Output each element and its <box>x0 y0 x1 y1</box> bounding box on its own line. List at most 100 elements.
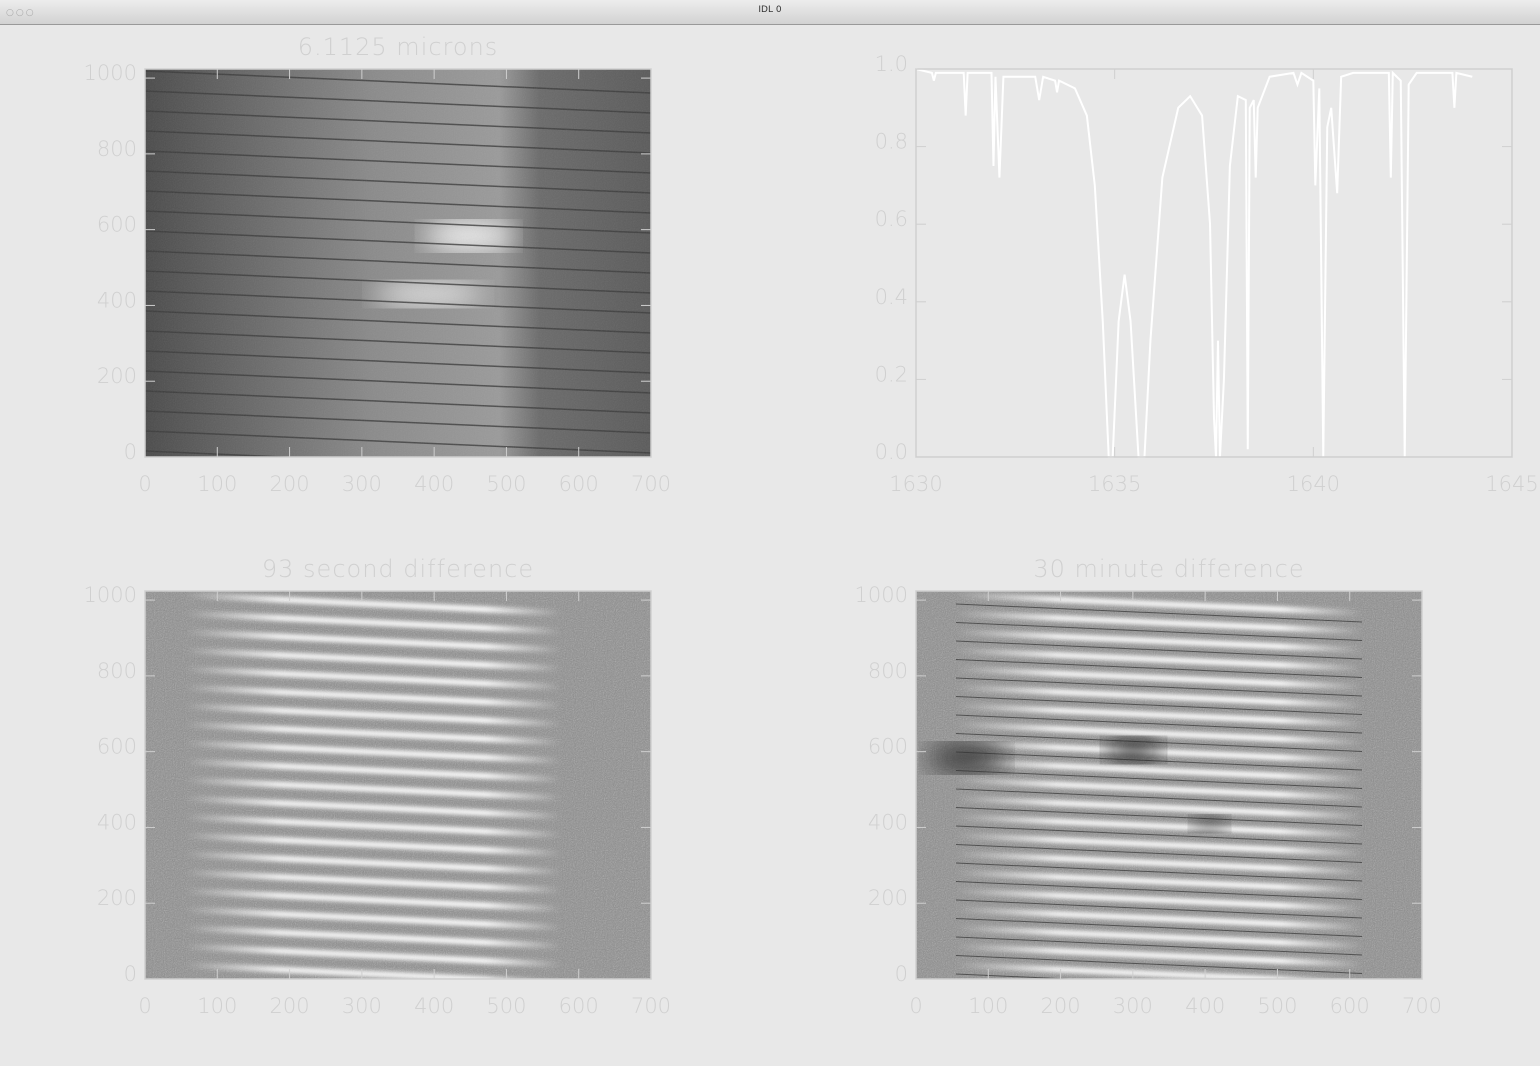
x-tick-label: 300 <box>342 472 382 496</box>
band <box>955 925 1363 949</box>
band <box>184 943 562 968</box>
y-tick-label: 400 <box>97 810 137 834</box>
band <box>184 610 562 635</box>
band <box>184 925 562 949</box>
band <box>184 851 562 875</box>
band <box>955 851 1363 875</box>
y-tick-label: 800 <box>97 659 137 683</box>
band <box>184 777 562 801</box>
y-tick-label: 600 <box>97 213 137 237</box>
dark-line <box>955 640 1363 660</box>
band <box>955 943 1363 968</box>
noise <box>145 69 651 457</box>
x-tick-label: 700 <box>1402 994 1442 1018</box>
plot-canvas: 6.1125 microns 0 100 200 300 400 500 600 700 0 200… <box>84 33 1539 1018</box>
band <box>955 703 1363 727</box>
y-tick-label: 1000 <box>84 583 137 607</box>
x-tick-label: 1630 <box>889 472 942 496</box>
dark-line <box>955 751 1363 771</box>
x-tick-label: 100 <box>197 994 237 1018</box>
dark-spot <box>1191 815 1228 832</box>
band <box>184 703 562 727</box>
band <box>955 684 1363 709</box>
band <box>955 888 1363 912</box>
band <box>955 795 1363 820</box>
band <box>955 814 1363 838</box>
panel: 30 minute difference 0 100 200 300 400 500 600 7… <box>855 555 1443 1018</box>
y-tick-label: 0 <box>895 962 908 986</box>
band <box>955 629 1363 653</box>
window-buttons[interactable]: ○○○ <box>6 8 36 18</box>
band <box>955 906 1363 931</box>
x-tick-label: 100 <box>968 994 1008 1018</box>
x-tick-label: 400 <box>414 472 454 496</box>
panel-title: 6.1125 microns <box>298 33 499 61</box>
x-tick-label: 200 <box>270 994 310 1018</box>
x-tick-label: 500 <box>1257 994 1297 1018</box>
x-tick-label: 600 <box>1330 994 1370 1018</box>
band <box>184 740 562 764</box>
band <box>955 758 1363 783</box>
dark-line <box>955 955 1363 974</box>
x-tick-label: 200 <box>270 472 310 496</box>
panel: 93 second difference 0 100 200 300 400 500 600 7… <box>84 555 672 1018</box>
y-tick-label: 0.4 <box>875 285 908 309</box>
y-tick-label: 200 <box>97 364 137 388</box>
band <box>955 962 1340 979</box>
dark-line <box>955 936 1363 956</box>
band <box>184 684 562 709</box>
axis-frame <box>144 68 652 458</box>
y-tick-label: 0.2 <box>875 362 908 386</box>
x-tick-label: 0 <box>138 472 151 496</box>
y-tick-label: 200 <box>868 886 908 910</box>
y-tick-label: 0 <box>124 962 137 986</box>
y-tick-label: 0.6 <box>875 207 908 231</box>
x-tick-label: 0 <box>909 994 922 1018</box>
dark-line <box>955 788 1363 808</box>
band <box>184 758 562 783</box>
x-tick-label: 100 <box>197 472 237 496</box>
dark-line <box>955 659 1363 678</box>
band <box>184 721 562 746</box>
band <box>955 666 1363 690</box>
band <box>955 777 1363 801</box>
dark-line <box>955 733 1363 752</box>
dark-line <box>955 918 1363 937</box>
x-tick-label: 700 <box>631 472 671 496</box>
y-tick-label: 800 <box>868 659 908 683</box>
band <box>184 629 562 653</box>
band <box>184 666 562 690</box>
x-tick-label: 300 <box>342 994 382 1018</box>
axis-frame <box>144 590 652 980</box>
y-tick-label: 1000 <box>855 583 908 607</box>
x-tick-label: 1635 <box>1088 472 1141 496</box>
dark-spot <box>926 743 1007 772</box>
window-title: IDL 0 <box>758 5 782 15</box>
band <box>955 832 1363 857</box>
image <box>916 591 1422 979</box>
y-tick-label: 1.0 <box>875 52 908 76</box>
y-tick-label: 400 <box>97 288 137 312</box>
band <box>955 721 1363 746</box>
x-tick-label: 500 <box>486 994 526 1018</box>
y-tick-label: 0.8 <box>875 130 908 154</box>
dark-line <box>955 825 1363 845</box>
panel-title: 93 second difference <box>262 555 534 583</box>
dark-line <box>955 603 1363 623</box>
band <box>184 814 562 838</box>
title-bar: ○○○ IDL 0 <box>0 0 1540 25</box>
x-tick-label: 400 <box>414 994 454 1018</box>
image <box>145 591 651 979</box>
band <box>184 647 562 672</box>
y-tick-label: 0.0 <box>875 440 908 464</box>
band <box>955 869 1363 894</box>
dark-line <box>955 696 1363 715</box>
band <box>184 795 562 820</box>
x-tick-label: 600 <box>559 472 599 496</box>
x-tick-label: 400 <box>1185 994 1225 1018</box>
dark-line <box>955 770 1363 789</box>
x-tick-label: 0 <box>138 994 151 1018</box>
dark-line <box>955 807 1363 826</box>
band <box>184 832 562 857</box>
